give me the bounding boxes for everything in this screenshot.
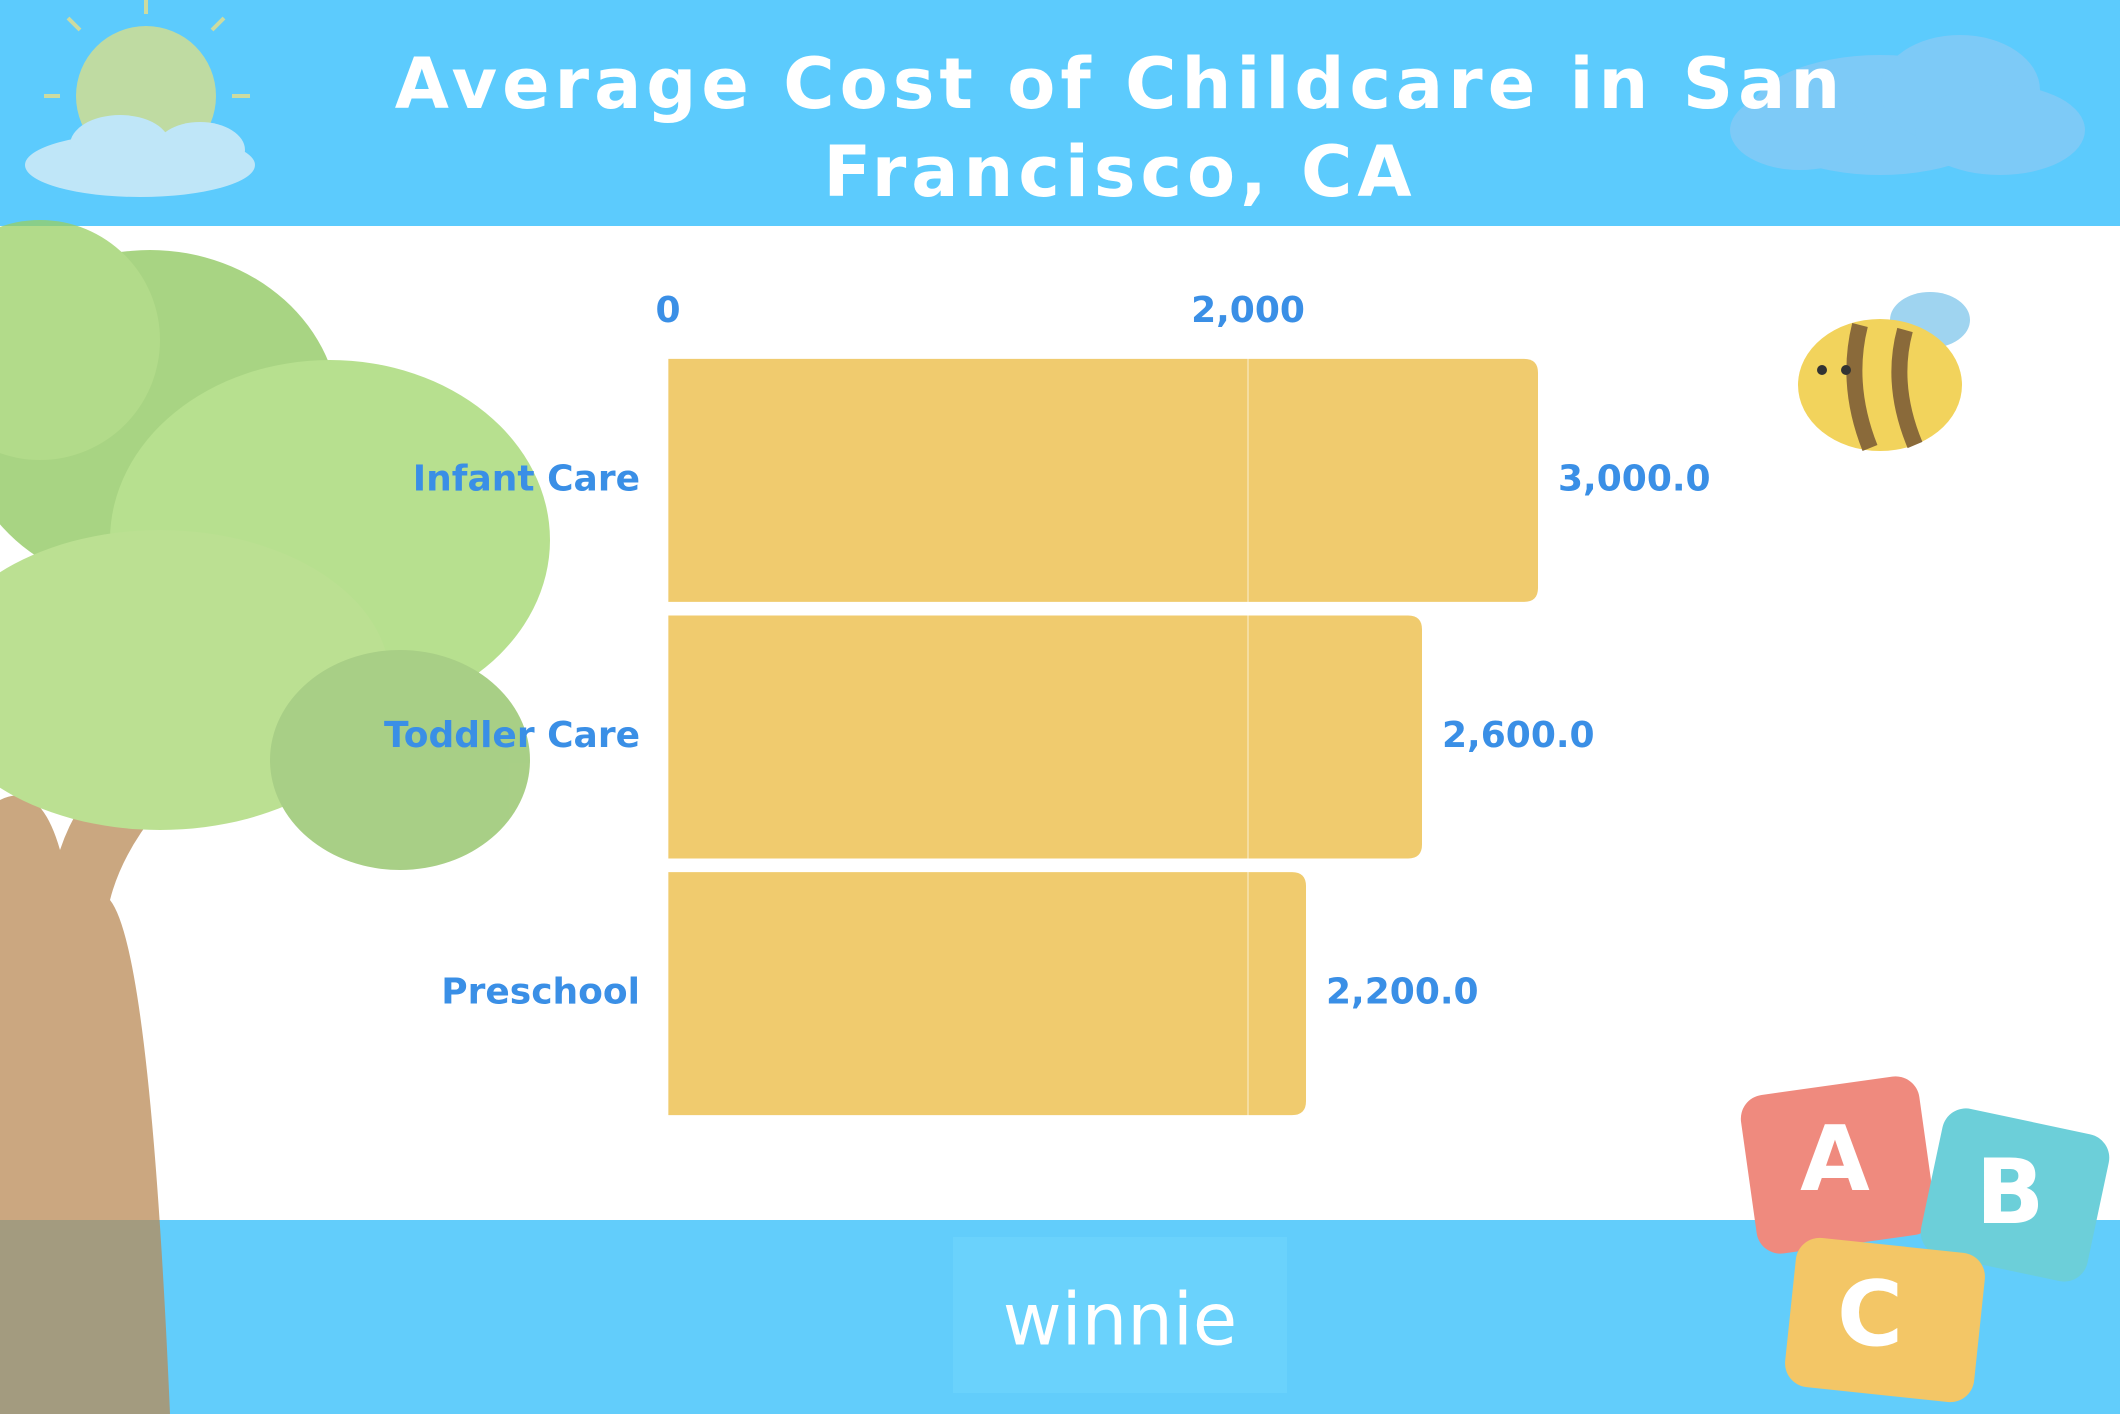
y-tick-label: Infant Care	[413, 458, 640, 499]
cloud-right	[1730, 35, 2085, 175]
data-label: 2,200.0	[1326, 972, 1479, 1013]
brand-logo: winnie	[1003, 1278, 1237, 1362]
logo-box	[953, 1237, 1287, 1393]
bar	[668, 358, 1538, 602]
bar	[668, 615, 1422, 859]
data-label: 2,600.0	[1442, 715, 1595, 756]
block-letter: C	[1837, 1262, 1903, 1367]
block-letter: A	[1800, 1107, 1870, 1212]
bar	[668, 872, 1306, 1116]
x-tick-label: 2,000	[1191, 290, 1305, 331]
block-letter: B	[1976, 1140, 2045, 1245]
bee	[1798, 292, 1970, 451]
cloud-left	[25, 115, 255, 197]
tree	[0, 220, 550, 1414]
chart-title: Average Cost of Childcare in San Francis…	[394, 43, 1846, 213]
x-tick-label: 0	[655, 290, 680, 331]
y-tick-label: Toddler Care	[384, 715, 640, 756]
abc-blocks: A B C	[1740, 1076, 2110, 1403]
data-label: 3,000.0	[1558, 458, 1711, 499]
y-tick-label: Preschool	[441, 972, 640, 1013]
